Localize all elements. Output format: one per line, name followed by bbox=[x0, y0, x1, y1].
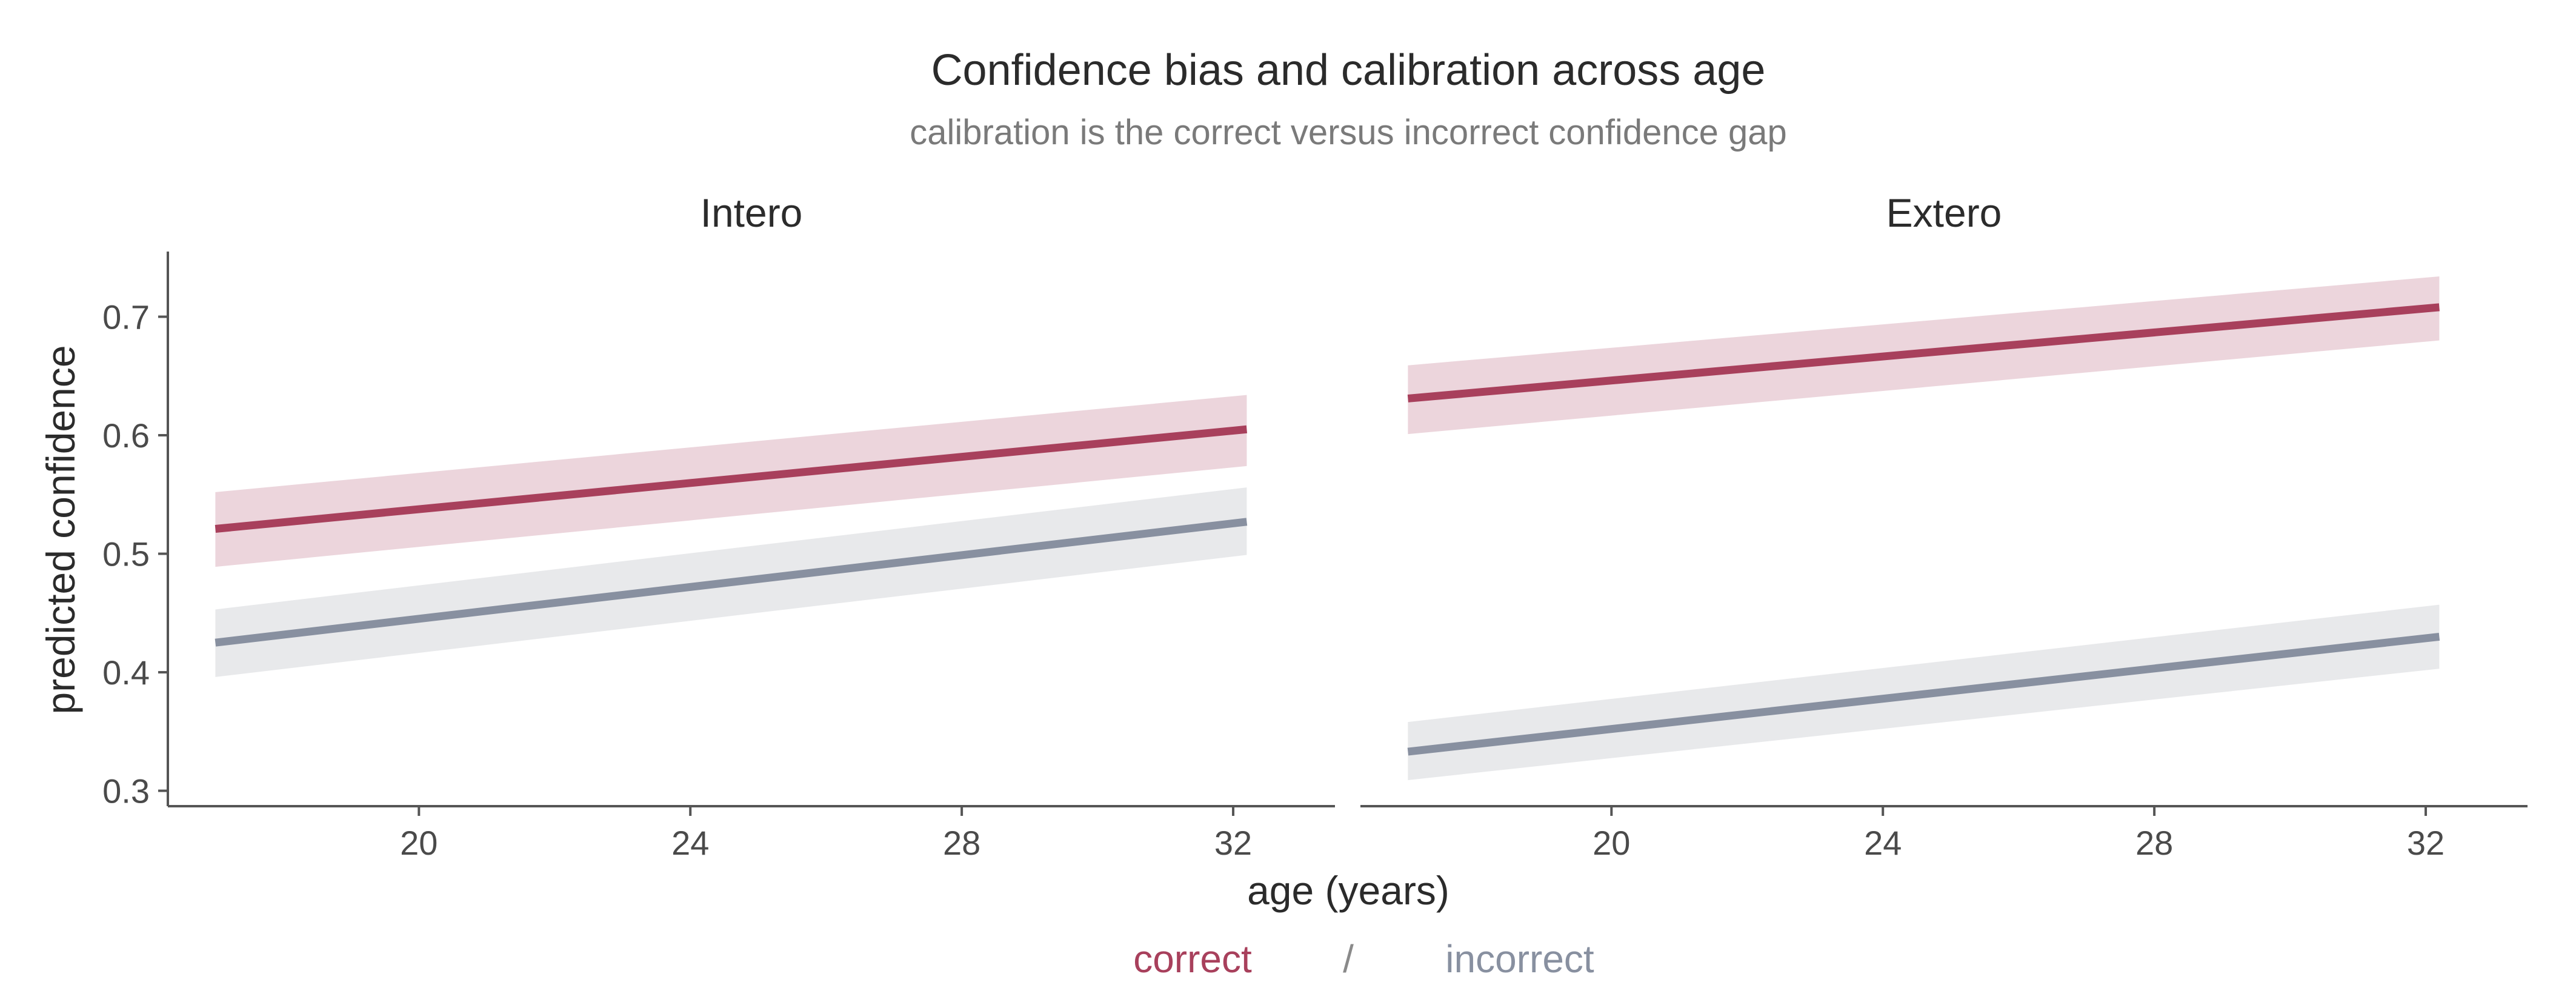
x-tick-label-intero-20: 20 bbox=[400, 824, 438, 862]
y-tick-label-0.4: 0.4 bbox=[102, 653, 150, 692]
y-tick-label-0.5: 0.5 bbox=[102, 535, 150, 573]
x-tick-label-intero-32: 32 bbox=[1214, 824, 1252, 862]
legend: correct / incorrect bbox=[1133, 937, 1594, 981]
line-extero-incorrect bbox=[1407, 632, 2440, 756]
panel-intero: Intero 20 24 28 32 0.3 0.4 0.5 0.6 0.7 bbox=[102, 190, 1335, 862]
x-tick-label-extero-24: 24 bbox=[1864, 824, 1902, 862]
panel-extero: Extero 20 24 28 32 bbox=[1360, 190, 2528, 862]
chart-subtitle: calibration is the correct versus incorr… bbox=[910, 113, 1786, 152]
y-tick-label-0.7: 0.7 bbox=[102, 298, 150, 336]
x-tick-label-intero-24: 24 bbox=[671, 824, 709, 862]
legend-separator: / bbox=[1343, 937, 1354, 981]
line-intero-incorrect bbox=[215, 518, 1248, 647]
legend-entry-correct: correct bbox=[1133, 937, 1252, 981]
legend-entry-incorrect: incorrect bbox=[1445, 937, 1594, 981]
x-tick-label-extero-28: 28 bbox=[2135, 824, 2173, 862]
x-axis-label: age (years) bbox=[1247, 868, 1449, 913]
panel-title-intero: Intero bbox=[701, 190, 803, 235]
x-tick-label-intero-28: 28 bbox=[943, 824, 980, 862]
line-extero-correct bbox=[1407, 303, 2440, 402]
line-intero-correct bbox=[215, 425, 1248, 533]
panels-group: Intero 20 24 28 32 0.3 0.4 0.5 0.6 0.7 Extero 20 24 2… bbox=[102, 190, 2528, 862]
y-axis-label: predicted confidence bbox=[38, 345, 83, 714]
chart-title: Confidence bias and calibration across a… bbox=[931, 46, 1766, 95]
x-tick-label-extero-20: 20 bbox=[1593, 824, 1630, 862]
panel-title-extero: Extero bbox=[1886, 190, 2002, 235]
x-tick-label-extero-32: 32 bbox=[2407, 824, 2445, 862]
y-tick-label-0.6: 0.6 bbox=[102, 416, 150, 455]
y-tick-label-0.3: 0.3 bbox=[102, 772, 150, 810]
